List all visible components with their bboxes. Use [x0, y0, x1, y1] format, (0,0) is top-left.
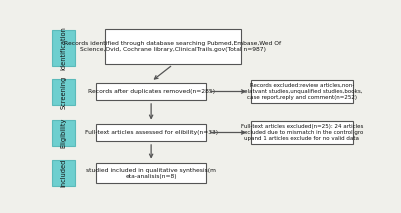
Text: Records identified through database searching Pubmed,Embase,Wed Of
Science,Ovid,: Records identified through database sear… — [64, 41, 282, 52]
FancyBboxPatch shape — [96, 83, 206, 100]
Text: Full-text articles assessed for elibility(n=33): Full-text articles assessed for elibilit… — [85, 130, 218, 135]
Text: Screening: Screening — [60, 75, 66, 109]
FancyBboxPatch shape — [96, 124, 206, 141]
Text: Full-text articles excluded(n=25): 24 articles
excluded due to mismatch in the c: Full-text articles excluded(n=25): 24 ar… — [241, 124, 363, 141]
Text: Identification: Identification — [60, 26, 66, 70]
Text: Eligibility: Eligibility — [60, 118, 66, 148]
FancyBboxPatch shape — [251, 81, 353, 103]
FancyBboxPatch shape — [52, 160, 75, 186]
Text: Included: Included — [60, 159, 66, 187]
Text: Records after duplicates removed(n=285): Records after duplicates removed(n=285) — [87, 89, 215, 94]
FancyBboxPatch shape — [251, 121, 353, 144]
FancyBboxPatch shape — [52, 30, 75, 66]
FancyBboxPatch shape — [105, 29, 241, 64]
Text: Records excluded:review articles,non-
relatvant studies,unqualified studies,book: Records excluded:review articles,non- re… — [242, 83, 362, 100]
Text: studied included in qualitative synthesis(m
eta-analisis(n=8): studied included in qualitative synthesi… — [86, 168, 216, 179]
FancyBboxPatch shape — [52, 79, 75, 105]
FancyBboxPatch shape — [52, 120, 75, 146]
FancyBboxPatch shape — [96, 163, 206, 183]
